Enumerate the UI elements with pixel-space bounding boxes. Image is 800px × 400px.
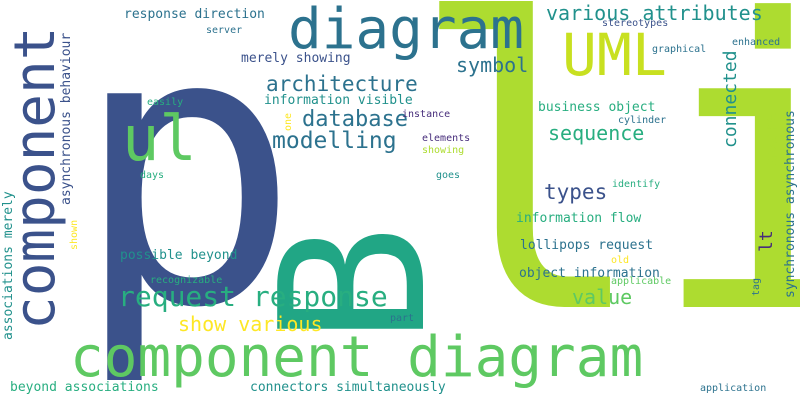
word-one: one [283,112,294,131]
word-applicable: applicable [611,276,672,287]
word-application: application [700,383,767,394]
word-ul: ul [122,102,197,175]
word-recognizable: recognizable [150,275,223,286]
word-goes: goes [436,170,461,181]
word-component-diagram: component diagram [70,325,644,390]
word-information-flow: information flow [516,211,642,226]
word-aware: aware [761,111,782,166]
word-value: value [572,285,633,309]
word-connectors-simultaneously: connectors simultaneously [250,380,446,395]
word-database: database [302,107,408,132]
word-days: days [140,170,165,181]
word-server: server [206,25,243,36]
word-instance: instance [402,109,451,120]
word-various-attributes: various attributes [546,1,763,25]
word-enhanced: enhanced [732,37,781,48]
word-lollipops-request: lollipops request [520,238,654,253]
word-part: part [390,313,415,324]
word-beyond-associations: beyond associations [10,380,159,395]
word-graphical: graphical [652,44,707,55]
word-cylinder: cylinder [618,115,667,126]
word-component-vertical: component [3,26,68,330]
word-business-object: business object [538,100,656,115]
word-object-information: object information [519,266,660,281]
word-possible-beyond: possible beyond [120,248,238,263]
word-synchronous-asynchronous: synchronous asynchronous [783,110,798,298]
word-shown: shown [69,219,80,250]
word-showing: showing [422,145,465,156]
word-p: p [72,0,301,391]
word-old: old [611,255,630,266]
word-diagram: diagram [288,0,525,62]
word-elements: elements [422,133,471,144]
word-request-response: request response [118,280,388,313]
word-tag: tag [751,277,762,296]
word-symbol: symbol [456,53,529,77]
word-lt: lt [756,230,777,252]
word-show-various: show various [178,312,323,336]
word-easily: easily [147,97,184,108]
word-identify: identify [612,179,661,190]
word-asynchronous-behaviour: asynchronous behaviour [59,32,74,205]
word-response-direction: response direction [124,7,265,22]
word-sequence: sequence [548,121,645,145]
word-li: li [408,0,800,400]
word-architecture: architecture [266,72,418,96]
word-types: types [544,180,608,204]
word-merely-showing: merely showing [241,51,351,66]
word-connected: connected [720,50,741,148]
word-modelling: modelling [272,128,397,154]
word-associations-merely: associations merely [1,191,16,340]
word-information-visible: information visible [264,93,413,108]
word-stereotypes: stereotypes [602,18,669,29]
word-uml: UML [562,21,667,89]
